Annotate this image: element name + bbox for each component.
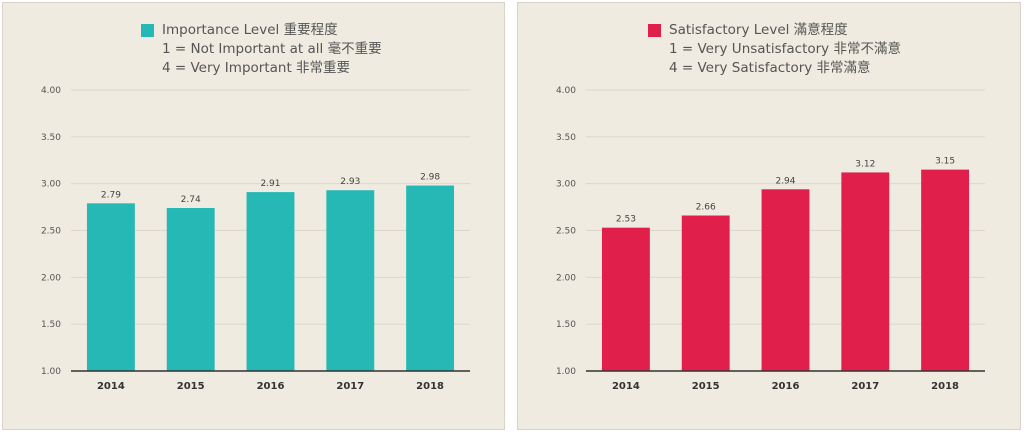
legend-series-name: Satisfactory Level 滿意程度 [669,22,848,38]
legend-swatch [141,24,154,37]
x-tick-label: 2015 [692,381,720,392]
y-tick-label: 3.00 [41,180,61,190]
y-tick-label: 1.00 [556,367,576,377]
y-tick-label: 3.50 [556,133,576,143]
y-tick-label: 1.50 [41,320,61,330]
data-label: 3.15 [935,157,955,167]
y-tick-label: 1.00 [41,367,61,377]
data-label: 2.94 [775,176,795,186]
data-label: 2.98 [420,173,440,183]
satisfaction-bar-chart: 1.00 1.50 2.00 2.50 3.00 3.50 4.00 2.53 2014 2.66… [556,86,985,392]
data-label: 2.74 [181,195,201,205]
chart-legend: Satisfactory Level 滿意程度 1 = Very Unsatis… [648,21,901,78]
x-tick-label: 2014 [97,381,125,392]
bar [406,185,455,371]
chart-legend: Importance Level 重要程度 1 = Not Important … [141,21,382,78]
bar [246,192,295,371]
y-tick-label: 2.00 [41,273,61,283]
x-tick-label: 2017 [851,381,879,392]
bar [681,215,730,371]
data-label: 2.66 [696,203,716,213]
x-tick-label: 2018 [416,381,444,392]
x-tick-label: 2018 [931,381,959,392]
bar [761,189,810,371]
x-tick-label: 2017 [336,381,364,392]
satisfaction-chart-panel: Satisfactory Level 滿意程度 1 = Very Unsatis… [517,2,1021,430]
y-tick-label: 4.00 [41,86,61,96]
bar [86,203,135,371]
y-tick-label: 2.00 [556,273,576,283]
y-tick-label: 2.50 [556,227,576,237]
y-tick-label: 4.00 [556,86,576,96]
importance-chart-panel: Importance Level 重要程度 1 = Not Important … [2,2,505,430]
data-label: 2.91 [260,179,280,189]
legend-swatch [648,24,661,37]
data-label: 2.93 [340,177,360,187]
bar [841,172,890,371]
legend-entry: Satisfactory Level 滿意程度 [648,21,901,40]
data-label: 2.53 [616,215,636,225]
bar [601,227,650,371]
bar [166,208,215,371]
x-tick-label: 2015 [177,381,205,392]
legend-series-name: Importance Level 重要程度 [162,22,338,38]
bar [921,169,970,371]
x-tick-label: 2016 [772,381,800,392]
data-label: 3.12 [855,159,875,169]
legend-scale-min: 1 = Very Unsatisfactory 非常不滿意 [669,41,901,57]
legend-scale-min: 1 = Not Important at all 毫不重要 [162,41,382,57]
y-tick-label: 1.50 [556,320,576,330]
x-tick-label: 2014 [612,381,640,392]
legend-scale-max: 4 = Very Important 非常重要 [162,60,351,76]
y-tick-label: 3.00 [556,180,576,190]
legend-entry: Importance Level 重要程度 [141,21,382,40]
legend-scale-max: 4 = Very Satisfactory 非常滿意 [669,60,871,76]
data-label: 2.79 [101,190,121,200]
x-tick-label: 2016 [257,381,285,392]
bar [326,190,375,371]
y-tick-label: 3.50 [41,133,61,143]
importance-bar-chart: 1.00 1.50 2.00 2.50 3.00 3.50 4.00 2.79 2014 2.74… [41,86,470,392]
y-tick-label: 2.50 [41,227,61,237]
